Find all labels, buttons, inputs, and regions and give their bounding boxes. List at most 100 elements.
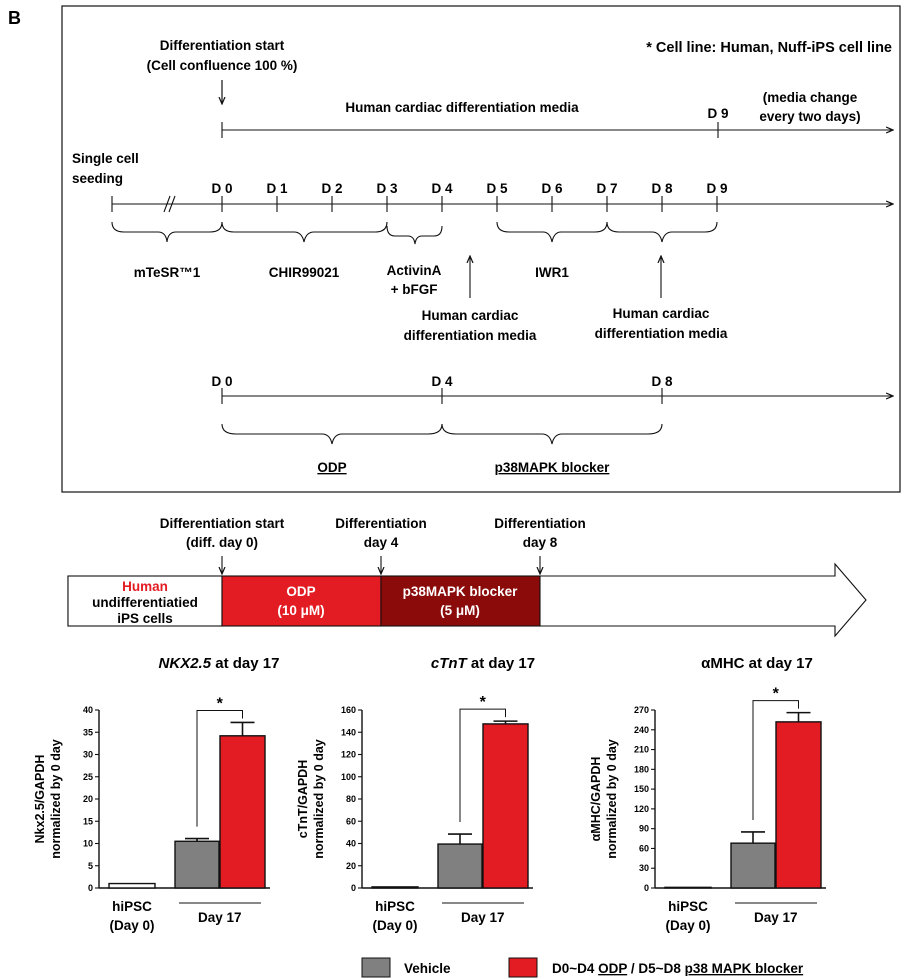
chart-ytick-label: 140 bbox=[341, 727, 356, 737]
day-label-d3: D 3 bbox=[376, 181, 398, 196]
media-label: Human cardiac differentiation media bbox=[345, 100, 579, 115]
chart-ytick-label: 100 bbox=[341, 772, 356, 782]
chart-ylabel-line2: normalized by 0 day bbox=[312, 739, 326, 859]
chart-ytick-label: 20 bbox=[346, 861, 356, 871]
chart-ytick-label: 80 bbox=[346, 794, 356, 804]
chart-ylabel-line1: αMHC/GAPDH bbox=[589, 757, 603, 842]
chart-ylabel-line2: normalized by 0 day bbox=[49, 739, 63, 859]
chart-ytick-label: 210 bbox=[634, 745, 649, 755]
treatment-p38: p38MAPK blocker bbox=[495, 460, 611, 475]
marker-day4-2: day 4 bbox=[364, 535, 399, 550]
chart-significance-star: * bbox=[217, 695, 224, 712]
chart-ctnt: cTnT at day 17 cTnT/GAPDH normalized by 0 … bbox=[296, 655, 535, 933]
treat-day-d0: D 0 bbox=[211, 374, 232, 389]
legend-vehicle-swatch bbox=[361, 957, 391, 978]
chart-bar bbox=[219, 735, 266, 889]
chart-xlabel-hipsc: hiPSC bbox=[112, 899, 152, 914]
stage-braces bbox=[111, 221, 718, 245]
legend-treat-prefix: D0~D4 bbox=[552, 961, 598, 976]
seeding-label-1: Single cell bbox=[72, 151, 139, 166]
diff-start-label-2: (Cell confluence 100 %) bbox=[147, 58, 298, 73]
chart-bar bbox=[482, 723, 529, 889]
chart-ytick-label: 60 bbox=[639, 843, 649, 853]
chart-xlabel-day0: (Day 0) bbox=[372, 918, 417, 933]
chart-ytick-label: 180 bbox=[634, 764, 649, 774]
chart-ytick-label: 15 bbox=[83, 816, 93, 826]
chart-ytick-label: 5 bbox=[88, 861, 93, 871]
box-p38-line2: (5 μM) bbox=[440, 603, 480, 618]
chart-bar bbox=[437, 843, 483, 889]
box-undiff-line2: iPS cells bbox=[117, 611, 173, 626]
legend-treatment-label: D0~D4 ODP / D5~D8 p38 MAPK blocker bbox=[552, 961, 804, 976]
stage-media1-1: Human cardiac bbox=[422, 308, 519, 323]
stage-media2-2: differentiation media bbox=[595, 326, 728, 341]
chart-title-suffix: at day 17 bbox=[467, 655, 535, 672]
box-human-highlight: Human bbox=[122, 579, 168, 594]
day-label-d9: D 9 bbox=[706, 181, 727, 196]
chart-ytick-label: 270 bbox=[634, 705, 649, 715]
chart-ylabel-line1: cTnT/GAPDH bbox=[296, 760, 310, 838]
chart-bar bbox=[730, 842, 776, 889]
chart-bar bbox=[108, 882, 156, 889]
chart-title-suffix: αMHC at day 17 bbox=[701, 655, 813, 672]
box-p38-line1: p38MAPK blocker bbox=[403, 584, 519, 599]
chart-title: cTnT at day 17 bbox=[431, 655, 535, 672]
stage-media1-2: differentiation media bbox=[404, 328, 537, 343]
day-label-d8: D 8 bbox=[651, 181, 673, 196]
chart-ytick-label: 20 bbox=[83, 794, 93, 804]
chart-ytick-label: 40 bbox=[346, 839, 356, 849]
chart-ytick-label: 120 bbox=[341, 750, 356, 760]
chart-title: NKX2.5 at day 17 bbox=[159, 655, 280, 672]
marker-day0-1: Differentiation start bbox=[160, 516, 285, 531]
stage-chir: CHIR99021 bbox=[269, 265, 340, 280]
box-undifferentiated bbox=[67, 575, 223, 627]
treat-day-d8: D 8 bbox=[651, 374, 673, 389]
day-label-d6: D 6 bbox=[541, 181, 563, 196]
media-end-day: D 9 bbox=[707, 106, 728, 121]
day-label-d0: D 0 bbox=[211, 181, 232, 196]
chart-ytick-label: 0 bbox=[351, 883, 356, 893]
chart-ytick-label: 30 bbox=[83, 750, 93, 760]
box-odp bbox=[221, 575, 382, 627]
treat-day-d4: D 4 bbox=[431, 374, 453, 389]
marker-day8-2: day 8 bbox=[523, 535, 558, 550]
chart-title: αMHC at day 17 bbox=[701, 655, 813, 672]
chart-bar bbox=[174, 840, 220, 889]
treatment-odp: ODP bbox=[317, 460, 346, 475]
chart-xlabel-hipsc: hiPSC bbox=[668, 899, 708, 914]
treatment-axis-ticks bbox=[221, 388, 663, 404]
chart-significance-bracket bbox=[196, 709, 243, 827]
treatment-braces bbox=[221, 423, 663, 445]
panel-label: B bbox=[8, 8, 21, 28]
chart-ylabel-line2: normalized by 0 day bbox=[605, 739, 619, 859]
chart-ylabel: Nkx2.5/GAPDH normalized by 0 day bbox=[33, 739, 63, 859]
chart-ytick-label: 40 bbox=[83, 705, 93, 715]
chart-xlabel-day17: Day 17 bbox=[461, 910, 505, 925]
chart-bar bbox=[371, 886, 419, 889]
marker-day8-1: Differentiation bbox=[494, 516, 586, 531]
chart-ytick-label: 90 bbox=[639, 824, 649, 834]
cell-line-note: * Cell line: Human, Nuff-iPS cell line bbox=[646, 40, 892, 56]
chart-xlabel-day0: (Day 0) bbox=[109, 918, 154, 933]
legend-treat-odp: ODP bbox=[598, 961, 627, 976]
chart-bar bbox=[775, 721, 822, 889]
day-label-d1: D 1 bbox=[266, 181, 288, 196]
stage-iwr1: IWR1 bbox=[535, 265, 569, 280]
marker-day0-2: (diff. day 0) bbox=[186, 535, 258, 550]
box-p38 bbox=[380, 575, 541, 627]
chart-ytick-label: 120 bbox=[634, 804, 649, 814]
media-change-note-2: every two days) bbox=[759, 109, 860, 124]
chart-xlabel-day17: Day 17 bbox=[198, 910, 242, 925]
chart-ytick-label: 35 bbox=[83, 727, 93, 737]
chart-ylabel-line1: Nkx2.5/GAPDH bbox=[33, 755, 47, 844]
day-label-d2: D 2 bbox=[321, 181, 342, 196]
chart-title-gene: cTnT bbox=[431, 655, 469, 672]
diff-start-label-1: Differentiation start bbox=[160, 38, 285, 53]
box-undiff-line1: undifferentiatied bbox=[92, 595, 198, 610]
box-odp-line1: ODP bbox=[286, 584, 315, 599]
axis-break-mark bbox=[163, 195, 176, 213]
chart-ytick-label: 0 bbox=[644, 883, 649, 893]
chart-ytick-label: 240 bbox=[634, 725, 649, 735]
stage-media2-1: Human cardiac bbox=[613, 306, 710, 321]
